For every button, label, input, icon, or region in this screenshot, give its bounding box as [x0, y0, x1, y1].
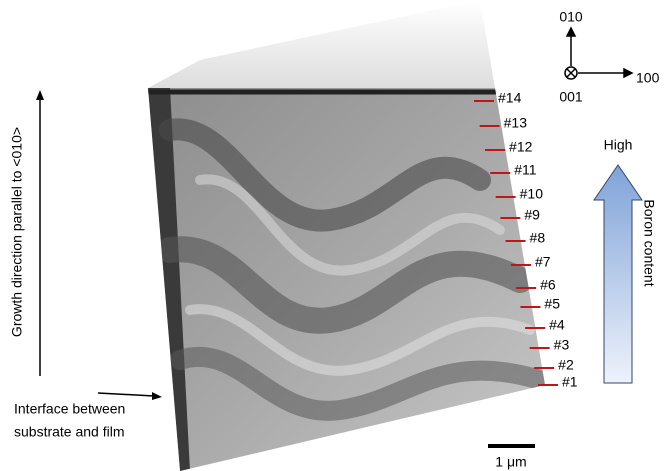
marker-label: #4	[549, 317, 565, 333]
interface-label: Interface between	[14, 401, 125, 417]
growth-arrowhead	[36, 90, 44, 100]
scale-label: 1 μm	[495, 454, 526, 470]
interface-arrow	[98, 393, 154, 396]
marker-label: #12	[509, 139, 533, 155]
boron-label: Boron content	[641, 199, 657, 286]
marker-label: #8	[530, 230, 546, 246]
marker-label: #2	[558, 357, 574, 373]
marker-label: #1	[562, 374, 578, 390]
figure: #1#2 #3 #4 #5 #6 #7 #8 #9 #10 #11 #12 #13 #14 010 10…	[0, 0, 671, 471]
axis-label: 100	[636, 70, 660, 86]
marker-label: #10	[520, 186, 544, 202]
axis-label: 010	[559, 9, 583, 25]
interface-label: substrate and film	[14, 424, 125, 440]
growth-label: Growth direction parallel to <010>	[9, 127, 25, 337]
marker-label: #7	[535, 254, 551, 270]
marker-label: #3	[554, 337, 570, 353]
marker-label: #14	[498, 90, 522, 106]
marker-label: #5	[544, 296, 560, 312]
boron-arrow	[594, 165, 642, 383]
axis-label: 001	[559, 89, 583, 105]
interface-arrowhead	[152, 392, 162, 400]
marker-label: #11	[514, 162, 537, 178]
micrograph	[148, 0, 545, 471]
marker-label: #13	[504, 115, 528, 131]
orientation-axes	[565, 28, 632, 79]
marker-label: #6	[540, 277, 556, 293]
high-label: High	[604, 137, 633, 153]
marker-label: #9	[524, 207, 540, 223]
